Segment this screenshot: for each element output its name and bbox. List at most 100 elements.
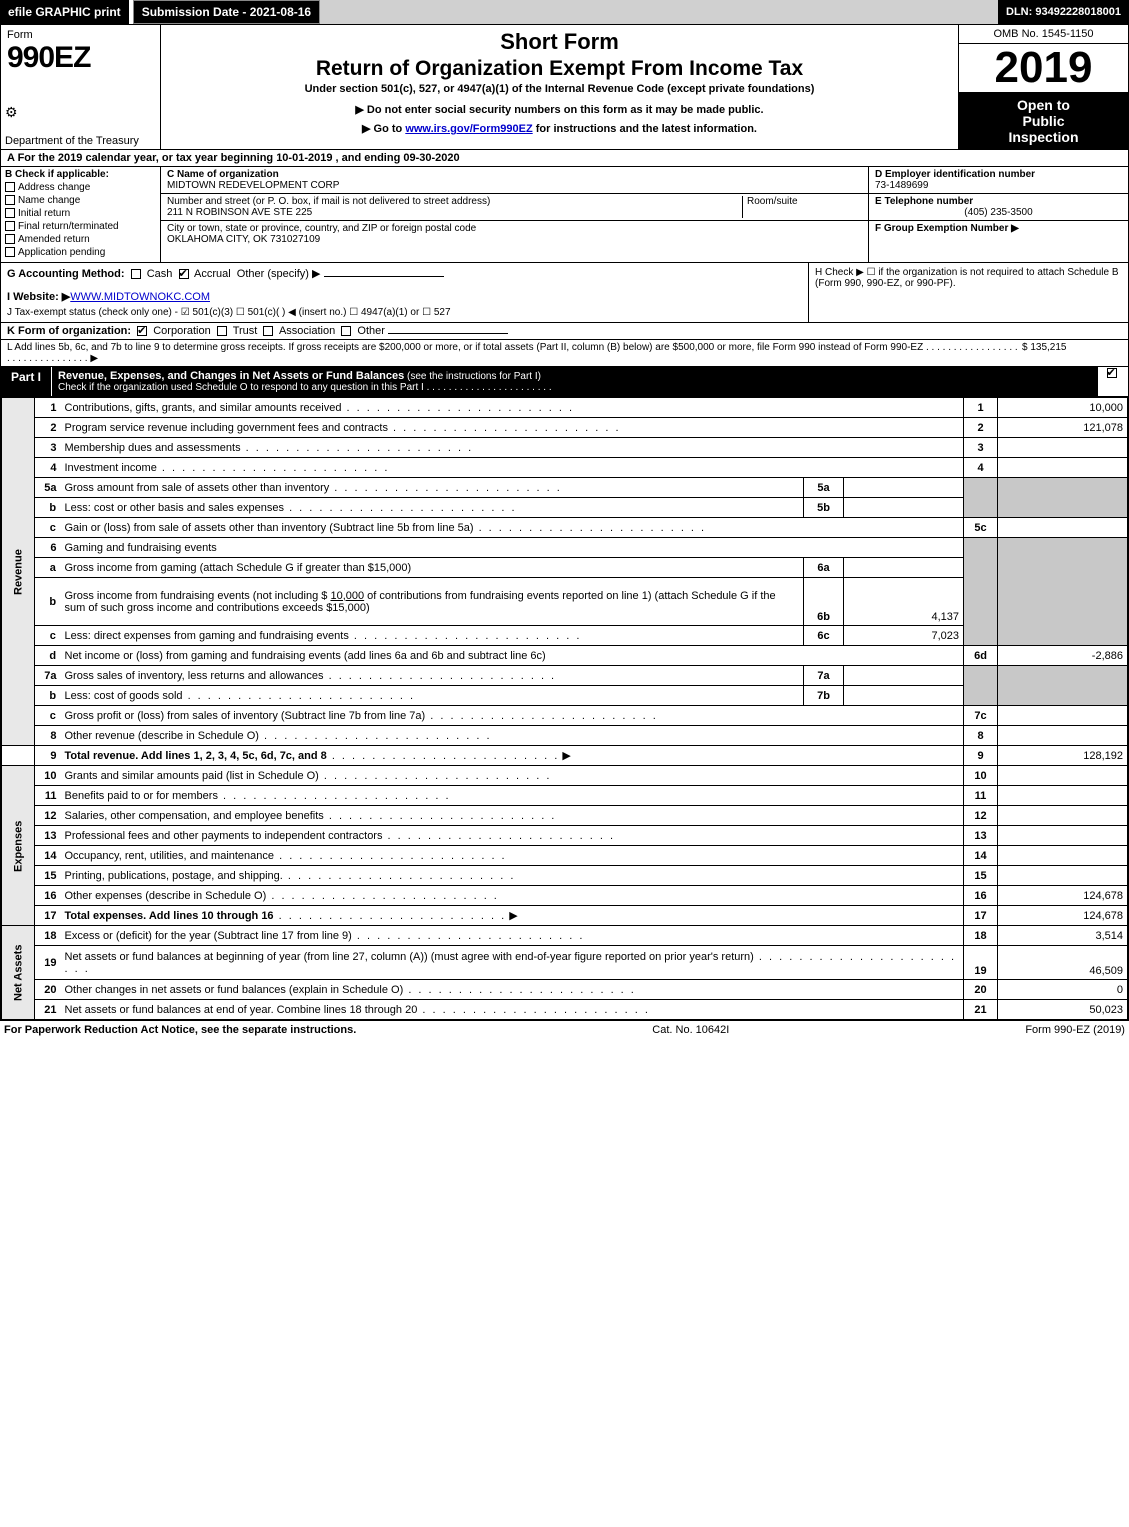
open-line-2: Public	[961, 113, 1126, 129]
checkbox-icon[interactable]	[5, 221, 15, 231]
checkbox-checked-icon[interactable]	[179, 269, 189, 279]
line-7ab-grey-val	[998, 666, 1128, 706]
website-link[interactable]: WWW.MIDTOWNOKC.COM	[70, 291, 210, 303]
b-name-change[interactable]: Name change	[5, 195, 156, 206]
expenses-side-label: Expenses	[2, 766, 35, 926]
line-10-num: 10	[35, 766, 61, 786]
part-1-header: Part I Revenue, Expenses, and Changes in…	[1, 367, 1128, 397]
part-1-title-text: Revenue, Expenses, and Changes in Net As…	[58, 370, 404, 382]
line-8-refnum: 8	[964, 726, 998, 746]
form-header: Form 990EZ ⚙ Department of the Treasury …	[1, 25, 1128, 150]
line-9-side-blank	[2, 746, 35, 766]
line-4-desc: Investment income	[61, 458, 964, 478]
b-opt-0: Address change	[18, 182, 90, 193]
line-16-desc: Other expenses (describe in Schedule O)	[61, 886, 964, 906]
line-10-refnum: 10	[964, 766, 998, 786]
b-final-return[interactable]: Final return/terminated	[5, 221, 156, 232]
line-4-num: 4	[35, 458, 61, 478]
checkbox-icon[interactable]	[5, 208, 15, 218]
submission-date-button[interactable]: Submission Date - 2021-08-16	[133, 0, 320, 24]
line-5a-desc: Gross amount from sale of assets other t…	[61, 478, 804, 498]
irs-link[interactable]: www.irs.gov/Form990EZ	[405, 123, 532, 135]
line-18-refnum: 18	[964, 926, 998, 946]
line-5a-sub: 5a	[804, 478, 844, 498]
line-6b-num: b	[35, 578, 61, 626]
line-7a-num: 7a	[35, 666, 61, 686]
line-10-value	[998, 766, 1128, 786]
dln-label: DLN: 93492228018001	[998, 0, 1129, 24]
line-14-refnum: 14	[964, 846, 998, 866]
c-name-value: MIDTOWN REDEVELOPMENT CORP	[167, 180, 862, 191]
checkbox-checked-icon	[1107, 368, 1117, 378]
line-1-value: 10,000	[998, 398, 1128, 418]
checkbox-icon[interactable]	[5, 247, 15, 257]
checkbox-icon[interactable]	[131, 269, 141, 279]
b-opt-2: Initial return	[18, 208, 70, 219]
f-label: F Group Exemption Number ▶	[875, 223, 1019, 234]
column-c: C Name of organization MIDTOWN REDEVELOP…	[161, 167, 868, 262]
line-9-value: 128,192	[998, 746, 1128, 766]
line-6d-num: d	[35, 646, 61, 666]
efile-print-button[interactable]: efile GRAPHIC print	[0, 0, 129, 24]
d-value: 73-1489699	[875, 180, 1122, 191]
b-initial-return[interactable]: Initial return	[5, 208, 156, 219]
open-to-public: Open to Public Inspection	[959, 93, 1128, 149]
b-amended-return[interactable]: Amended return	[5, 234, 156, 245]
part-1-checkbox[interactable]	[1098, 367, 1128, 396]
line-5c-value	[998, 518, 1128, 538]
b-opt-4: Amended return	[18, 234, 90, 245]
form-number: 990EZ	[7, 41, 154, 75]
g-other-input[interactable]	[324, 276, 444, 277]
topbar-spacer	[320, 0, 998, 24]
line-6-desc: Gaming and fundraising events	[61, 538, 964, 558]
line-6c-desc: Less: direct expenses from gaming and fu…	[61, 626, 804, 646]
line-5a-subval	[844, 478, 964, 498]
netassets-side-label: Net Assets	[2, 926, 35, 1020]
checkbox-checked-icon[interactable]	[137, 326, 147, 336]
line-6a-num: a	[35, 558, 61, 578]
ssn-warning: ▶ Do not enter social security numbers o…	[167, 103, 952, 116]
checkbox-icon[interactable]	[5, 195, 15, 205]
line-6b-d1u: 10,000	[330, 590, 364, 602]
line-6c-subval: 7,023	[844, 626, 964, 646]
line-6b-subval: 4,137	[844, 578, 964, 626]
checkbox-icon[interactable]	[217, 326, 227, 336]
line-15-desc: Printing, publications, postage, and shi…	[61, 866, 964, 886]
line-17-desc: Total expenses. Add lines 10 through 16 …	[61, 906, 964, 926]
checkbox-icon[interactable]	[5, 182, 15, 192]
k-other-input[interactable]	[388, 333, 508, 334]
line-17-value: 124,678	[998, 906, 1128, 926]
checkbox-icon[interactable]	[263, 326, 273, 336]
short-form-title: Short Form	[167, 29, 952, 55]
e-label: E Telephone number	[875, 196, 1122, 207]
footer-paperwork: For Paperwork Reduction Act Notice, see …	[4, 1024, 356, 1036]
line-2-value: 121,078	[998, 418, 1128, 438]
checkbox-icon[interactable]	[5, 234, 15, 244]
line-11-refnum: 11	[964, 786, 998, 806]
c-city-value: OKLAHOMA CITY, OK 731027109	[167, 234, 862, 245]
b-opt-5: Application pending	[18, 247, 105, 258]
line-19-value: 46,509	[998, 946, 1128, 980]
checkbox-icon[interactable]	[341, 326, 351, 336]
line-18-num: 18	[35, 926, 61, 946]
b-address-change[interactable]: Address change	[5, 182, 156, 193]
c-city-block: City or town, state or province, country…	[161, 221, 868, 247]
line-3-refnum: 3	[964, 438, 998, 458]
row-l: L Add lines 5b, 6c, and 7b to line 9 to …	[1, 340, 1128, 367]
line-19-desc: Net assets or fund balances at beginning…	[61, 946, 964, 980]
line-6c-num: c	[35, 626, 61, 646]
b-application-pending[interactable]: Application pending	[5, 247, 156, 258]
line-6b-sub: 6b	[804, 578, 844, 626]
g-other: Other (specify) ▶	[237, 268, 321, 280]
b-opt-3: Final return/terminated	[18, 221, 119, 232]
k-corp: Corporation	[153, 325, 210, 337]
form-frame: Form 990EZ ⚙ Department of the Treasury …	[0, 24, 1129, 1021]
line-5ab-grey-val	[998, 478, 1128, 518]
line-11-num: 11	[35, 786, 61, 806]
d-label: D Employer identification number	[875, 169, 1122, 180]
line-19-num: 19	[35, 946, 61, 980]
block-b-through-f: B Check if applicable: Address change Na…	[1, 167, 1128, 263]
line-7a-desc: Gross sales of inventory, less returns a…	[61, 666, 804, 686]
row-g-h: G Accounting Method: Cash Accrual Other …	[1, 263, 1128, 323]
column-b: B Check if applicable: Address change Na…	[1, 167, 161, 262]
